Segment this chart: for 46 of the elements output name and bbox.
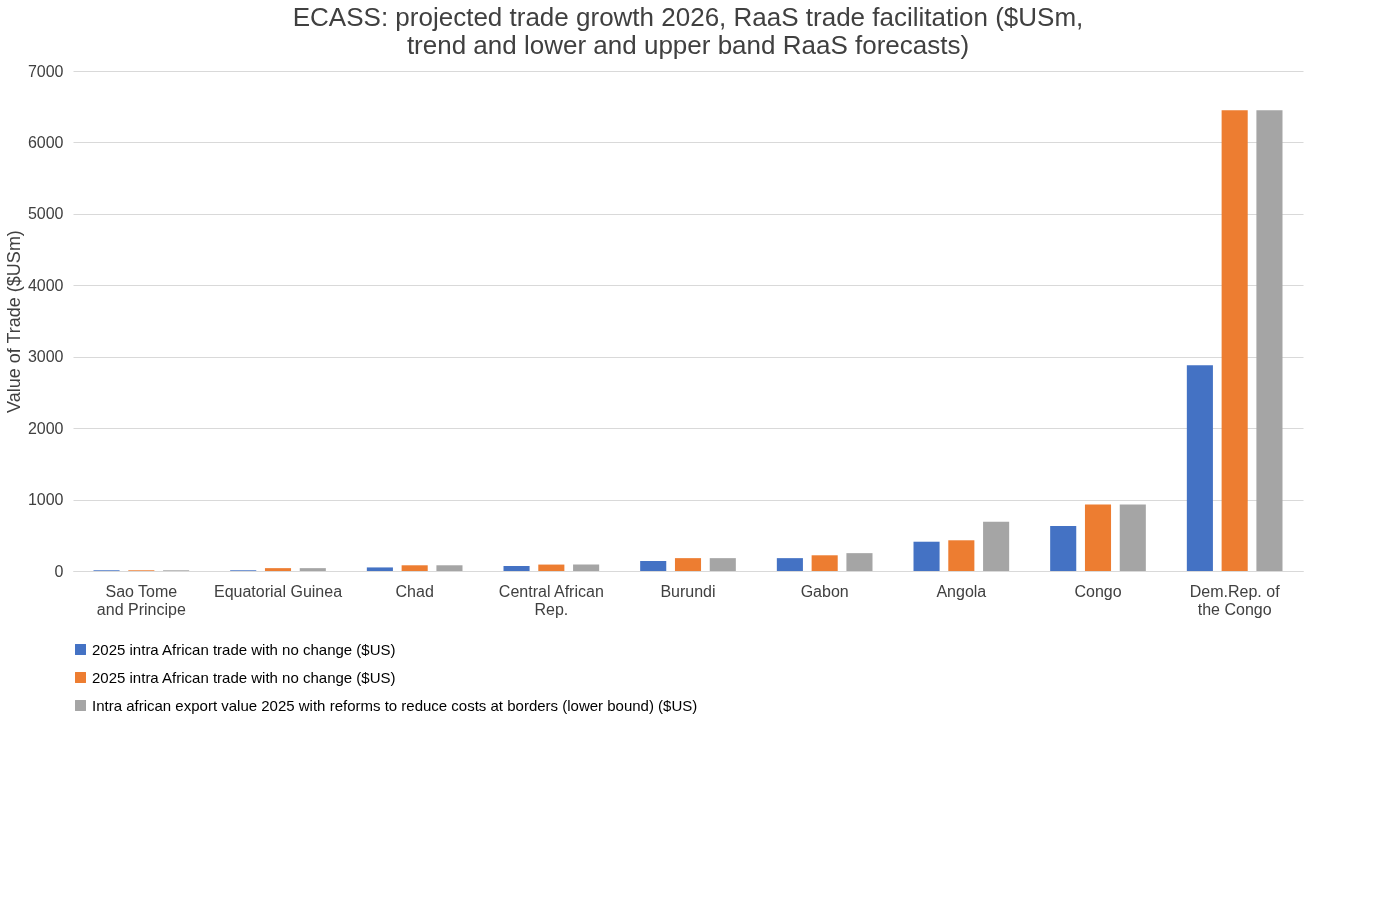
y-tick-label: 6000 <box>27 133 64 151</box>
bar <box>709 558 736 571</box>
bar <box>1221 110 1248 571</box>
x-tick-label: Angola <box>936 582 987 600</box>
y-tick-label: 4000 <box>27 276 64 294</box>
x-tick-label: Sao Tome and Principe <box>96 582 186 618</box>
bar <box>776 558 803 571</box>
y-tick-label: 2000 <box>27 419 64 437</box>
x-tick-label: Central African Rep. <box>498 582 604 618</box>
x-tick-label: Gabon <box>800 582 849 600</box>
y-tick-label: 1000 <box>27 491 64 509</box>
bar <box>948 540 975 571</box>
bar <box>436 565 463 571</box>
x-tick-label: Chad <box>395 582 434 600</box>
x-tick-label: Burundi <box>660 582 716 600</box>
bar <box>640 561 667 571</box>
bar <box>1050 526 1077 571</box>
legend-label: Intra african export value 2025 with reforms to reduce costs at borders (lower bound) ($US) <box>92 696 698 714</box>
bar <box>913 541 940 571</box>
bar <box>299 568 326 571</box>
legend-label: 2025 intra African trade with no change ($US) <box>92 640 396 658</box>
x-tick-label: Equatorial Guinea <box>213 582 343 600</box>
bar <box>674 558 702 571</box>
bar <box>1186 365 1213 571</box>
bar <box>401 565 428 571</box>
bar <box>1256 110 1283 571</box>
bar <box>811 555 838 571</box>
y-axis-title: Value of Trade ($USm) <box>3 230 24 413</box>
x-tick-label: Dem.Rep. of the Congo <box>1189 582 1281 618</box>
bar <box>1119 504 1146 571</box>
legend-label: 2025 intra African trade with no change ($US) <box>92 668 396 686</box>
bar <box>503 566 530 571</box>
text: trend and lower and upper band RaaS forecasts) <box>406 30 970 60</box>
bar <box>1084 504 1112 571</box>
x-tick-label: Congo <box>1074 582 1122 600</box>
y-tick-label: 5000 <box>27 205 64 223</box>
text: ECASS: projected trade growth 2026, RaaS trade facilitation ($USm, <box>292 2 1084 32</box>
bar <box>538 564 565 571</box>
y-tick-label: 7000 <box>27 62 64 80</box>
y-tick-label: 3000 <box>27 348 64 366</box>
bar <box>846 553 873 571</box>
y-tick-label: 0 <box>54 562 64 580</box>
bar <box>573 564 600 571</box>
bar <box>366 567 393 571</box>
bar <box>983 521 1010 571</box>
bar <box>264 568 292 571</box>
